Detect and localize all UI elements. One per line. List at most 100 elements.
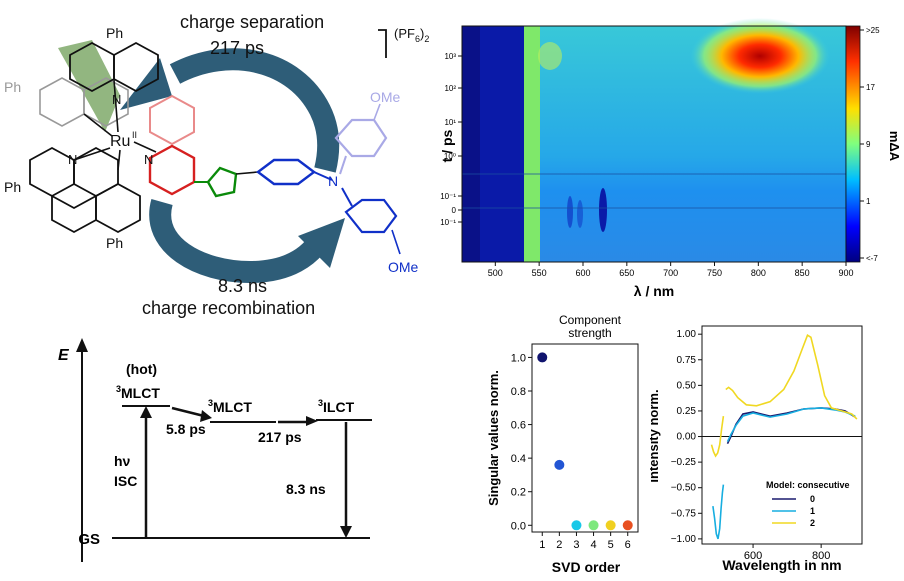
colorbar-tick: 9 [866,140,871,149]
svd-x-tick: 5 [608,539,614,551]
level-label-3: 3ILCT [318,398,355,415]
spectra-y-tick: −0.25 [671,457,697,468]
svd-y-tick: 0.2 [511,487,526,499]
molecule-scheme: Ru II Ph Ph Ph Ph OMe OMe N N N N charge… [4,12,429,318]
energy-axis-label: E [58,347,70,364]
phen-nitrogen-label: N [68,152,77,167]
heatmap-x-label: λ / nm [634,283,674,299]
heatmap-x-tick: 500 [488,268,503,278]
spectra-chart: 1.00 0.75 0.50 0.25 0.00 −0.25 −0.50 −0.75 −1.00… [650,325,863,573]
spectra-y-tick: 0.75 [677,355,697,366]
phenyl-label-2: Ph [4,79,21,95]
svd-title-line1: Component strength [559,313,622,340]
heatmap-y-tick: 10⁰ [444,152,456,161]
svd-point [622,520,633,531]
heatmap-hot-spot [690,18,830,94]
svd-plot-area [531,343,639,533]
legend-entry: 2 [810,518,815,528]
legend-title: Model: consecutive [766,480,850,490]
charge-separation-arrowhead [120,58,172,110]
spectra-y-label: intensity norm. [650,389,661,482]
methoxy-label-top: OMe [370,89,401,105]
excitation-label: hν [114,453,131,469]
colorbar [845,25,861,263]
heatmap-green-band [524,26,540,262]
colorbar-tick: >25 [866,26,880,35]
svd-x-tick: 2 [556,539,562,551]
spectra-x-label: Wavelength in nm [722,557,841,573]
phenyl-label-4: Ph [106,235,123,251]
heatmap-y-tick: 10³ [444,52,456,61]
anisyl-ring-lower [344,198,398,234]
gs-label: GS [78,531,100,548]
recombination-time-label: 8.3 ns [218,276,267,296]
svd-y-tick: 0.6 [511,420,526,432]
svd-y-tick: 0.4 [511,453,526,465]
spectra-y-tick: 0.50 [677,380,697,391]
svd-chart: Component strength 0.0 0.2 0.4 0.6 0.8 1.0 1 2 3 4… [486,313,639,575]
spectra-y-tick: −0.50 [671,483,697,494]
spectra-y-tick: −1.00 [671,534,697,545]
heatmap-x-tick: 650 [619,268,634,278]
anisyl-ring-upper [334,118,388,158]
svd-point [605,520,616,531]
heatmap-y-tick: 10⁻¹ [440,192,456,201]
spectra-y-tick: 1.00 [677,329,697,340]
svd-point [554,459,565,470]
heatmap-chart: 500 550 600 650 700 750 800 850 900 10³ 10² 10¹ 10⁰… [440,18,902,299]
svd-y-label: Singular values norm. [486,370,501,506]
spectra-y-tick: 0.25 [677,406,697,417]
series-line-1 [712,484,725,540]
svd-point [571,520,582,531]
svd-x-tick: 1 [539,539,545,551]
spectra-x-tick: 800 [812,550,830,562]
phenanthroline-plane [58,40,120,132]
phen-nitrogen-label: N [112,92,121,107]
heatmap-x-tick: 800 [751,268,766,278]
colorbar-tick: 1 [866,197,871,206]
heatmap-x-tick: 900 [838,268,853,278]
spectra-legend: Model: consecutive 0 1 2 [766,480,850,528]
pyridine-ring-red [148,144,196,196]
svd-point [588,520,599,531]
heatmap-y-tick: 0 [452,206,457,215]
amine-nitrogen-label: N [328,173,338,189]
legend-entry: 1 [810,506,815,516]
heatmap-x-tick: 700 [663,268,678,278]
hot-label: (hot) [126,361,157,377]
svd-y-tick: 0.0 [511,520,526,532]
series-line-2 [710,415,725,458]
heatmap-x-tick: 550 [532,268,547,278]
bpy-nitrogen-label: N [144,152,153,167]
colorbar-tick: <-7 [866,254,878,263]
metal-charge-label: II [132,130,137,140]
pyridine-ring-pink [149,94,195,146]
spectra-x-tick: 600 [744,550,762,562]
svd-point [537,352,548,363]
level-label-1: 3MLCT [116,384,160,401]
heatmap-plot-area [461,18,847,263]
series-line-2 [725,334,858,420]
heatmap-y-tick: 10² [444,84,456,93]
spectra-plot-area [701,325,863,545]
series-line-1 [726,407,856,443]
charge-separation-arrow [169,48,340,173]
phenyl-label-1: Ph [106,25,123,41]
heatmap-x-tick: 750 [707,268,722,278]
spectra-y-tick: −0.75 [671,508,697,519]
svd-x-label: SVD order [552,559,621,575]
legend-entry: 0 [810,494,815,504]
energy-diagram: E GS (hot) 3MLCT 3MLCT 3ILCT hν ISC 5.8 … [58,338,372,562]
svd-x-tick: 6 [625,539,631,551]
step-time-2: 217 ps [258,429,302,445]
phenylene-ring [256,158,316,186]
colorbar-label: mΔA [887,131,902,162]
heatmap-y-tick: −10⁻¹ [440,218,456,227]
separation-label: charge separation [180,12,324,32]
spectra-y-tick: 0.00 [677,432,697,443]
level-label-2: 3MLCT [208,398,252,415]
heatmap-x-tick: 600 [575,268,590,278]
counterion-label: (PF6)2 [394,26,429,44]
heatmap-y-label: t / ps [440,129,455,162]
svd-y-tick: 1.0 [511,352,526,364]
